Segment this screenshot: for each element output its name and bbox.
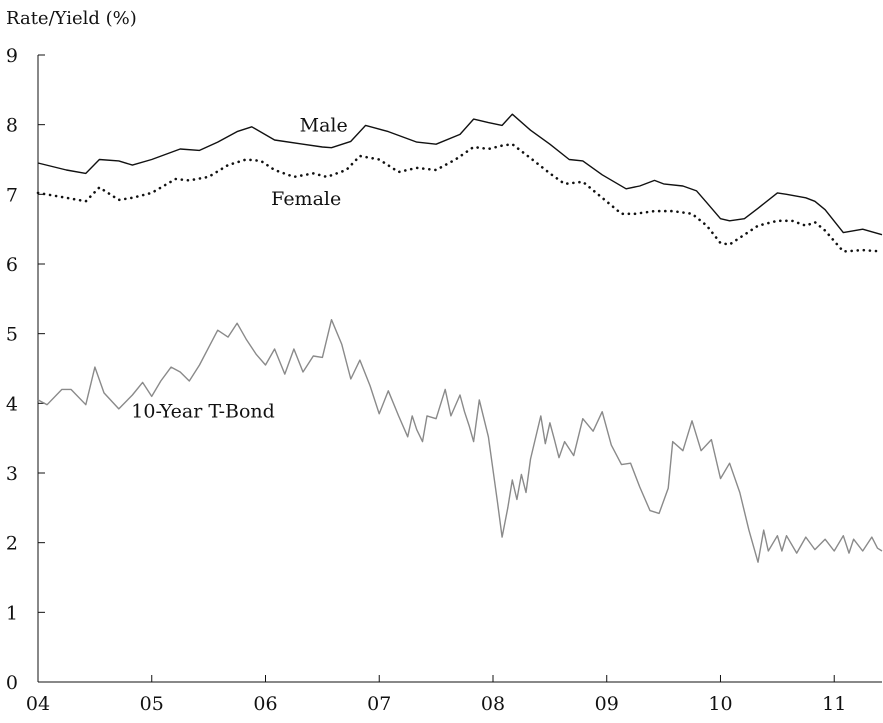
x-tick-label: 06 xyxy=(253,693,277,715)
y-axis-title: Rate/Yield (%) xyxy=(6,8,137,29)
y-tick-label: 2 xyxy=(6,533,18,555)
axes xyxy=(37,55,882,683)
y-tick-label: 1 xyxy=(6,602,18,624)
y-tick-label: 4 xyxy=(6,393,18,415)
y-tick-label: 0 xyxy=(6,672,18,694)
series-label: 10-Year T-Bond xyxy=(131,400,275,422)
x-tick-label: 09 xyxy=(595,693,619,715)
x-tick-label: 04 xyxy=(26,693,50,715)
y-tick-label: 8 xyxy=(6,115,18,137)
y-tick-label: 9 xyxy=(6,45,18,67)
series-line-male xyxy=(37,113,883,236)
x-tick-label: 11 xyxy=(822,693,846,715)
y-tick-label: 5 xyxy=(6,324,18,346)
y-tick-label: 3 xyxy=(6,463,18,485)
series-lines xyxy=(36,113,883,563)
series-line-female xyxy=(36,142,883,253)
series-label: Female xyxy=(271,188,341,210)
x-tick-label: 10 xyxy=(708,693,732,715)
series-label: Male xyxy=(300,115,348,137)
x-ticks: 04 05 06 07 08 09 10 11 xyxy=(26,675,846,715)
series-line-10-year-t-bond xyxy=(37,319,883,563)
x-tick-label: 07 xyxy=(367,693,391,715)
x-tick-label: 05 xyxy=(140,693,164,715)
y-ticks: 0 1 2 3 4 5 6 7 8 9 xyxy=(6,45,45,694)
series-labels: Male Female 10-Year T-Bond xyxy=(131,115,347,423)
y-tick-label: 6 xyxy=(6,254,18,276)
x-tick-label: 08 xyxy=(481,693,505,715)
y-tick-label: 7 xyxy=(6,184,18,206)
